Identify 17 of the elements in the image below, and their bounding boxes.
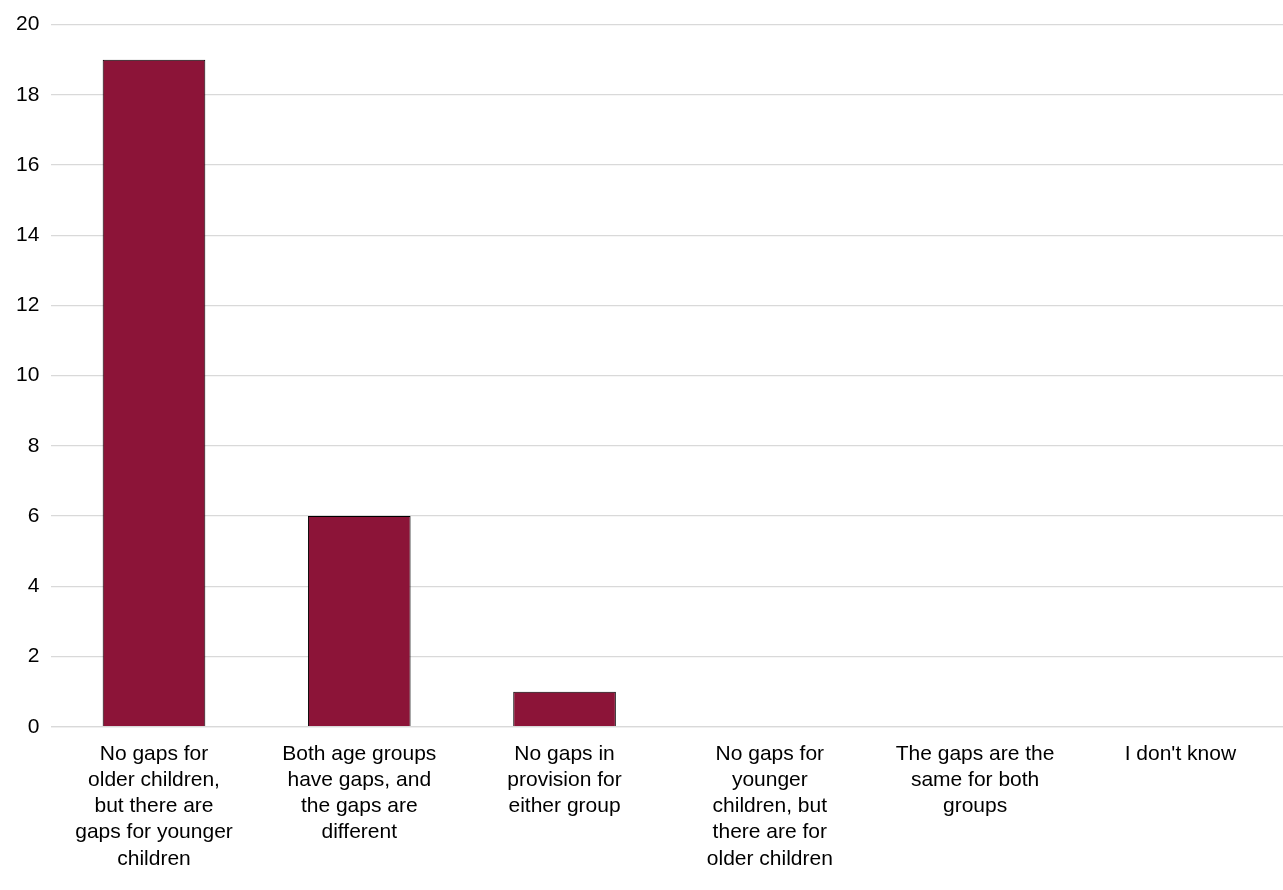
x-tick-label: The gaps are the same for both groups [895, 740, 1055, 817]
x-tick-label: No gaps in provision for either group [507, 740, 622, 817]
y-tick-label: 4 [27, 573, 40, 597]
x-tick-label: No gaps for older children, but there are gaps for younger children [75, 740, 233, 869]
y-tick-label: 0 [27, 713, 40, 737]
x-tick-label: Both age groups have gaps, and the gaps are different [282, 740, 437, 843]
y-tick-label: 2 [27, 643, 40, 667]
y-tick-label: 14 [16, 222, 40, 246]
y-tick-label: 18 [16, 81, 40, 105]
y-tick-label: 20 [16, 11, 40, 35]
x-tick-label: I don't know [1124, 740, 1237, 764]
y-tick-label: 8 [27, 432, 40, 456]
y-tick-label: 16 [16, 151, 40, 175]
x-tick-label: No gaps for younger children, but there are for older children [706, 740, 833, 869]
y-tick-label: 6 [27, 502, 40, 526]
y-tick-label: 12 [16, 292, 40, 316]
y-tick-label: 10 [16, 362, 40, 386]
